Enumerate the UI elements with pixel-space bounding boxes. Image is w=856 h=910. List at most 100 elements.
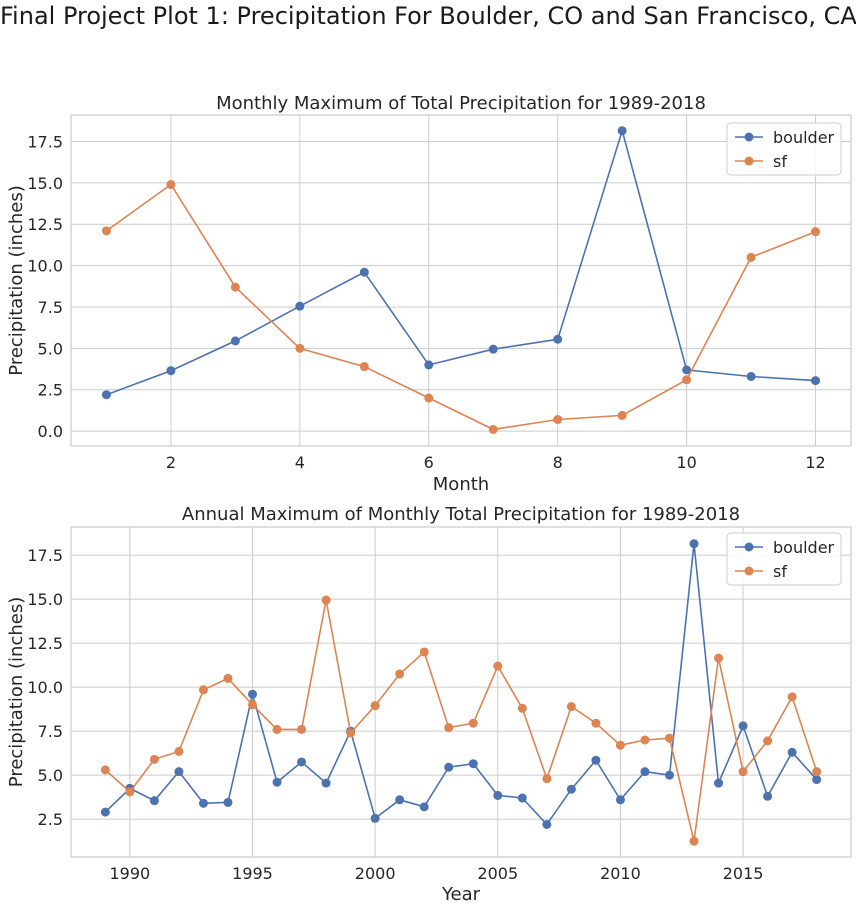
legend-marker-sf bbox=[744, 566, 754, 576]
data-point-boulder bbox=[468, 759, 478, 769]
data-point-boulder bbox=[370, 813, 380, 823]
data-point-sf bbox=[763, 736, 773, 746]
series-line-sf bbox=[104, 599, 818, 842]
data-point-sf bbox=[149, 754, 159, 764]
data-point-boulder bbox=[149, 796, 159, 806]
data-point-sf bbox=[297, 724, 307, 734]
x-tick-label: 2010 bbox=[600, 864, 641, 883]
figure-title: Final Project Plot 1: Precipitation For … bbox=[0, 2, 856, 30]
data-point-boulder bbox=[617, 126, 627, 136]
plot-frame bbox=[70, 114, 852, 447]
data-point-boulder bbox=[811, 376, 821, 386]
x-axis-title: Month bbox=[433, 474, 489, 495]
data-point-sf bbox=[419, 647, 429, 657]
legend-marker-sf bbox=[744, 156, 754, 166]
y-tick-label: 10.0 bbox=[27, 678, 63, 697]
data-point-sf bbox=[424, 393, 434, 403]
legend-box bbox=[726, 122, 842, 176]
x-tick-label: 4 bbox=[295, 453, 305, 472]
data-point-sf bbox=[517, 703, 527, 713]
data-point-boulder bbox=[198, 798, 208, 808]
data-point-sf bbox=[493, 661, 503, 671]
data-point-sf bbox=[125, 787, 135, 797]
x-tick-label: 1995 bbox=[232, 864, 273, 883]
x-tick-label: 2015 bbox=[723, 864, 764, 883]
y-tick-label: 7.5 bbox=[38, 298, 63, 317]
data-point-boulder bbox=[542, 819, 552, 829]
x-tick-label: 2005 bbox=[477, 864, 518, 883]
data-point-sf bbox=[738, 767, 748, 777]
data-point-sf bbox=[230, 282, 240, 292]
data-point-boulder bbox=[419, 802, 429, 812]
data-point-sf bbox=[295, 343, 305, 353]
y-tick-label: 0.0 bbox=[38, 422, 63, 441]
data-point-boulder bbox=[272, 777, 282, 787]
data-point-boulder bbox=[738, 721, 748, 731]
x-tick-label: 1990 bbox=[110, 864, 151, 883]
data-point-boulder bbox=[746, 371, 756, 381]
data-point-sf bbox=[248, 700, 258, 710]
data-point-sf bbox=[664, 733, 674, 743]
data-point-boulder bbox=[230, 336, 240, 346]
data-point-boulder bbox=[248, 689, 258, 699]
y-tick-label: 7.5 bbox=[38, 722, 63, 741]
data-point-sf bbox=[714, 653, 724, 663]
data-point-sf bbox=[174, 746, 184, 756]
data-point-sf bbox=[787, 692, 797, 702]
data-point-boulder bbox=[714, 778, 724, 788]
data-point-boulder bbox=[615, 795, 625, 805]
legend-marker-boulder bbox=[744, 132, 754, 142]
y-tick-label: 10.0 bbox=[27, 257, 63, 276]
chart-title: Monthly Maximum of Total Precipitation f… bbox=[216, 93, 706, 114]
data-point-sf bbox=[223, 673, 233, 683]
legend-label-boulder: boulder bbox=[773, 538, 835, 557]
x-tick-label: 2 bbox=[166, 453, 176, 472]
data-point-sf bbox=[488, 424, 498, 434]
data-point-sf bbox=[553, 415, 563, 425]
data-point-sf bbox=[346, 728, 356, 738]
data-point-sf bbox=[591, 718, 601, 728]
data-point-boulder bbox=[664, 770, 674, 780]
data-point-boulder bbox=[787, 747, 797, 757]
legend-label-sf: sf bbox=[773, 562, 787, 581]
chart-title: Annual Maximum of Monthly Total Precipit… bbox=[182, 504, 740, 525]
data-point-sf bbox=[682, 375, 692, 385]
data-point-boulder bbox=[553, 334, 563, 344]
data-point-boulder bbox=[223, 797, 233, 807]
data-point-sf bbox=[566, 702, 576, 712]
y-tick-label: 12.5 bbox=[27, 215, 63, 234]
data-point-sf bbox=[811, 227, 821, 237]
data-point-sf bbox=[370, 701, 380, 711]
series-line-boulder bbox=[104, 543, 818, 826]
data-point-boulder bbox=[297, 757, 307, 767]
legend-label-boulder: boulder bbox=[773, 128, 835, 147]
data-point-sf bbox=[359, 362, 369, 372]
data-point-sf bbox=[617, 410, 627, 420]
y-tick-label: 15.0 bbox=[27, 174, 63, 193]
y-tick-label: 17.5 bbox=[27, 132, 63, 151]
legend-label-sf: sf bbox=[773, 152, 787, 171]
data-point-boulder bbox=[395, 795, 405, 805]
data-point-boulder bbox=[321, 778, 331, 788]
data-point-boulder bbox=[517, 793, 527, 803]
data-point-boulder bbox=[174, 767, 184, 777]
data-point-sf bbox=[689, 836, 699, 846]
data-point-boulder bbox=[640, 767, 650, 777]
x-tick-label: 6 bbox=[424, 453, 434, 472]
series-line-boulder bbox=[106, 127, 816, 396]
x-tick-label: 2000 bbox=[355, 864, 396, 883]
x-tick-label: 8 bbox=[553, 453, 563, 472]
x-tick-label: 10 bbox=[676, 453, 696, 472]
annual-max-chart: 1990 1995 2000 2005 2010 2015 2.5 5.0 7.5 10.0 12.… bbox=[6, 504, 852, 905]
data-point-boulder bbox=[359, 267, 369, 277]
data-point-boulder bbox=[101, 390, 111, 400]
data-point-sf bbox=[395, 669, 405, 679]
y-tick-label: 17.5 bbox=[27, 546, 63, 565]
data-point-boulder bbox=[295, 301, 305, 311]
data-point-sf bbox=[444, 723, 454, 733]
y-axis-title: Precipitation (inches) bbox=[6, 597, 27, 787]
data-point-sf bbox=[615, 740, 625, 750]
data-point-boulder bbox=[763, 791, 773, 801]
y-axis-title: Precipitation (inches) bbox=[6, 185, 27, 375]
